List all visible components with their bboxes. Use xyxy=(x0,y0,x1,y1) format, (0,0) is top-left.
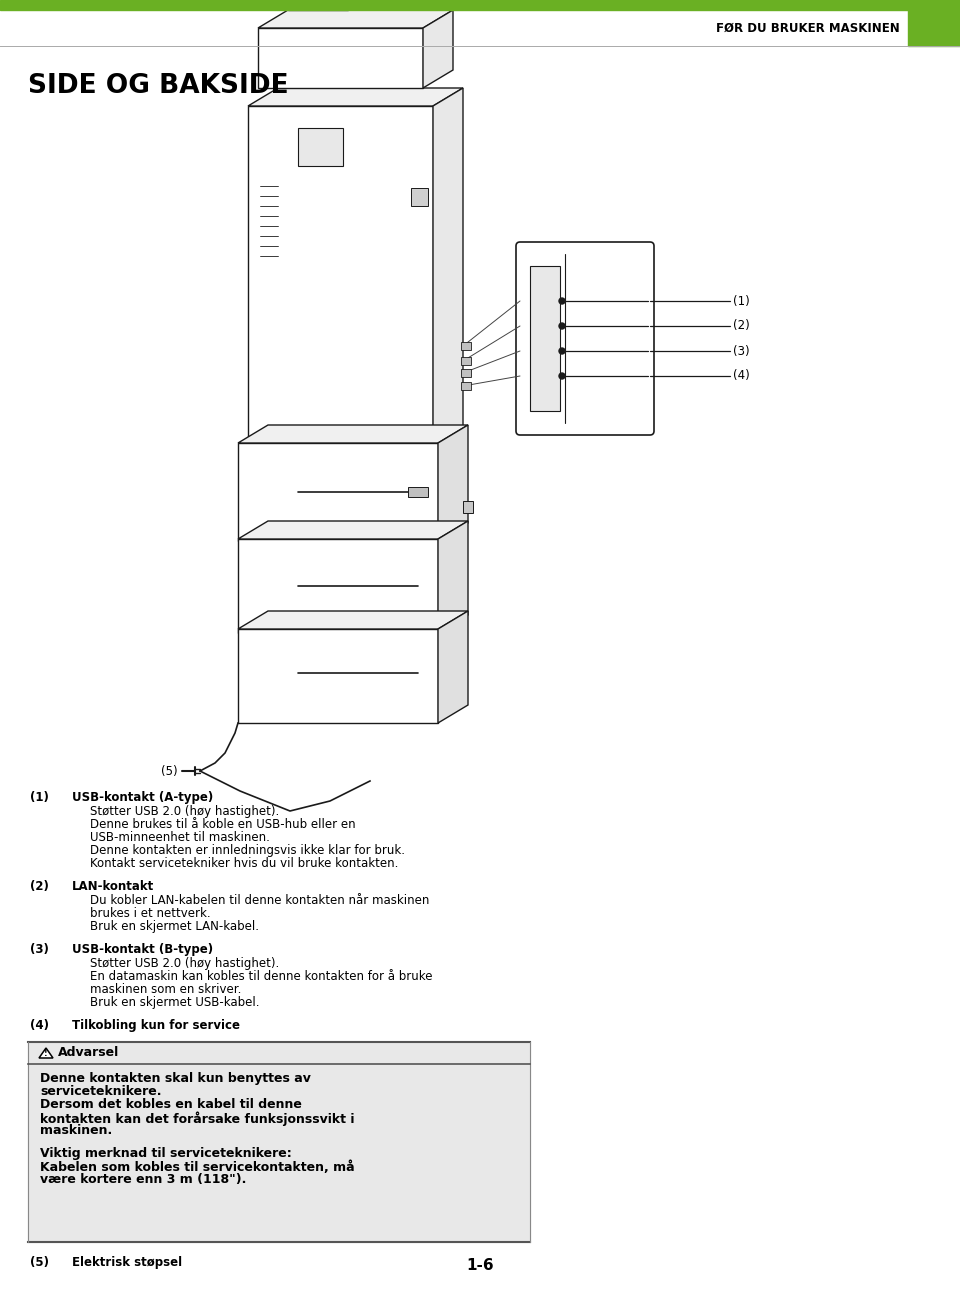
Text: !: ! xyxy=(44,1050,48,1059)
Polygon shape xyxy=(423,10,453,88)
FancyBboxPatch shape xyxy=(516,242,654,435)
Polygon shape xyxy=(258,10,453,29)
Polygon shape xyxy=(238,539,438,634)
Text: En datamaskin kan kobles til denne kontakten for å bruke: En datamaskin kan kobles til denne konta… xyxy=(90,971,433,984)
Polygon shape xyxy=(238,444,438,541)
Text: (3): (3) xyxy=(733,345,750,358)
Polygon shape xyxy=(238,628,438,723)
Polygon shape xyxy=(348,0,358,10)
Text: (2): (2) xyxy=(733,320,750,333)
Text: Bruk en skjermet LAN-kabel.: Bruk en skjermet LAN-kabel. xyxy=(90,920,259,933)
Text: 1-6: 1-6 xyxy=(467,1258,493,1274)
Text: serviceteknikere.: serviceteknikere. xyxy=(40,1085,161,1098)
Text: USB-kontakt (B-type): USB-kontakt (B-type) xyxy=(72,943,213,956)
Polygon shape xyxy=(461,382,471,390)
Text: USB-minneenhet til maskinen.: USB-minneenhet til maskinen. xyxy=(90,831,270,844)
Polygon shape xyxy=(258,29,423,88)
Polygon shape xyxy=(39,1049,53,1058)
Text: kontakten kan det forårsake funksjonssvikt i: kontakten kan det forårsake funksjonssvi… xyxy=(40,1111,354,1125)
Polygon shape xyxy=(461,342,471,350)
Text: (1): (1) xyxy=(733,294,750,307)
Polygon shape xyxy=(463,501,473,513)
Polygon shape xyxy=(433,88,463,446)
Text: Elektrisk støpsel: Elektrisk støpsel xyxy=(72,1255,182,1268)
Bar xyxy=(0,0,960,10)
Text: Tilkobling kun for service: Tilkobling kun for service xyxy=(72,1019,240,1032)
Text: (2): (2) xyxy=(30,879,49,892)
Bar xyxy=(908,0,960,46)
Polygon shape xyxy=(438,520,468,634)
Text: Denne kontakten skal kun benyttes av: Denne kontakten skal kun benyttes av xyxy=(40,1072,311,1085)
Text: (4): (4) xyxy=(30,1019,49,1032)
Polygon shape xyxy=(248,105,433,446)
Circle shape xyxy=(559,373,565,379)
Polygon shape xyxy=(438,425,468,541)
Circle shape xyxy=(559,347,565,354)
Polygon shape xyxy=(238,520,468,539)
Text: Denne brukes til å koble en USB-hub eller en: Denne brukes til å koble en USB-hub elle… xyxy=(90,818,355,831)
Text: Kabelen som kobles til servicekontakten, må: Kabelen som kobles til servicekontakten,… xyxy=(40,1160,354,1174)
Text: Bruk en skjermet USB-kabel.: Bruk en skjermet USB-kabel. xyxy=(90,997,259,1010)
Polygon shape xyxy=(288,0,348,10)
Polygon shape xyxy=(298,127,343,167)
Text: Dersom det kobles en kabel til denne: Dersom det kobles en kabel til denne xyxy=(40,1098,301,1111)
Polygon shape xyxy=(248,88,463,105)
Text: maskinen.: maskinen. xyxy=(40,1124,112,1137)
Text: SIDE OG BAKSIDE: SIDE OG BAKSIDE xyxy=(28,73,289,99)
Text: FØR DU BRUKER MASKINEN: FØR DU BRUKER MASKINEN xyxy=(716,22,900,35)
Text: Kontakt servicetekniker hvis du vil bruke kontakten.: Kontakt servicetekniker hvis du vil bruk… xyxy=(90,857,398,870)
Polygon shape xyxy=(408,487,428,497)
Text: Støtter USB 2.0 (høy hastighet).: Støtter USB 2.0 (høy hastighet). xyxy=(90,805,279,818)
Text: USB-kontakt (A-type): USB-kontakt (A-type) xyxy=(72,791,213,804)
Text: Advarsel: Advarsel xyxy=(58,1046,119,1059)
Polygon shape xyxy=(238,425,468,444)
Polygon shape xyxy=(530,265,560,411)
Text: Støtter USB 2.0 (høy hastighet).: Støtter USB 2.0 (høy hastighet). xyxy=(90,958,279,971)
Circle shape xyxy=(559,323,565,329)
Bar xyxy=(28,1042,530,1242)
Text: (4): (4) xyxy=(733,369,750,382)
Polygon shape xyxy=(238,611,468,628)
Text: være kortere enn 3 m (118").: være kortere enn 3 m (118"). xyxy=(40,1174,247,1187)
Text: brukes i et nettverk.: brukes i et nettverk. xyxy=(90,907,210,920)
Text: LAN-kontakt: LAN-kontakt xyxy=(72,879,155,892)
Polygon shape xyxy=(461,369,471,377)
Polygon shape xyxy=(461,356,471,366)
Polygon shape xyxy=(288,0,358,10)
Bar xyxy=(0,0,960,46)
Text: (5): (5) xyxy=(161,765,178,778)
Polygon shape xyxy=(411,189,428,206)
Text: (3): (3) xyxy=(30,943,49,956)
Circle shape xyxy=(559,298,565,304)
Polygon shape xyxy=(438,611,468,723)
Text: (5): (5) xyxy=(30,1255,49,1268)
Text: Viktig merknad til serviceteknikere:: Viktig merknad til serviceteknikere: xyxy=(40,1147,292,1160)
Text: maskinen som en skriver.: maskinen som en skriver. xyxy=(90,984,241,997)
Text: Du kobler LAN-kabelen til denne kontakten når maskinen: Du kobler LAN-kabelen til denne kontakte… xyxy=(90,894,429,907)
Text: (1): (1) xyxy=(30,791,49,804)
Text: Denne kontakten er innledningsvis ikke klar for bruk.: Denne kontakten er innledningsvis ikke k… xyxy=(90,844,405,857)
